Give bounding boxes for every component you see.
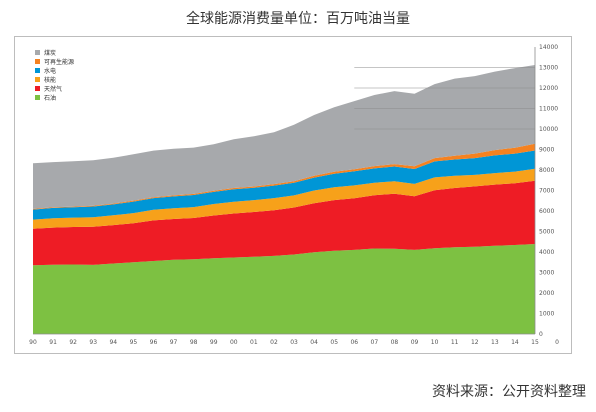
x-tick-label: 97	[170, 339, 178, 346]
stacked-area-chart: 0100020003000400050006000700080009000100…	[29, 44, 559, 346]
x-tick-label: 95	[130, 339, 138, 346]
series-area	[33, 65, 535, 209]
x-tick-label: 96	[150, 339, 158, 346]
x-tick-label: 13	[491, 339, 499, 346]
legend-swatch	[35, 68, 40, 73]
y-tick-label: 14000	[539, 44, 558, 51]
x-tick-label: 04	[310, 339, 318, 346]
legend-swatch	[35, 95, 40, 100]
x-tick-label: 92	[69, 339, 77, 346]
y-tick-label: 13000	[539, 65, 558, 72]
x-tick-label: 0	[555, 339, 559, 346]
x-tick-label: 91	[49, 339, 57, 346]
x-tick-label: 98	[190, 339, 198, 346]
y-tick-label: 4000	[539, 249, 554, 256]
legend-label: 核能	[44, 76, 56, 84]
x-tick-label: 09	[411, 339, 419, 346]
series-area	[33, 168, 535, 229]
source-note: 资料来源：公开资料整理	[432, 384, 586, 400]
x-tick-label: 90	[29, 339, 37, 346]
y-tick-label: 3000	[539, 270, 554, 277]
legend-label: 可再生能源	[44, 58, 74, 66]
x-tick-label: 03	[290, 339, 298, 346]
x-tick-label: 99	[210, 339, 218, 346]
x-tick-label: 02	[270, 339, 278, 346]
y-tick-label: 6000	[539, 208, 554, 215]
y-tick-label: 9000	[539, 147, 554, 154]
y-tick-label: 12000	[539, 85, 558, 92]
legend-label: 煤炭	[44, 49, 56, 57]
legend-swatch	[35, 59, 40, 64]
x-tick-label: 12	[471, 339, 479, 346]
x-tick-label: 01	[250, 339, 258, 346]
y-tick-label: 8000	[539, 167, 554, 174]
series-area	[33, 150, 535, 220]
series-area	[33, 244, 535, 334]
y-tick-label: 1000	[539, 311, 554, 318]
x-tick-label: 94	[109, 339, 117, 346]
x-tick-label: 08	[391, 339, 399, 346]
y-tick-label: 10000	[539, 126, 558, 133]
series-area	[33, 180, 535, 266]
legend-label: 水电	[44, 67, 56, 75]
x-tick-label: 93	[89, 339, 97, 346]
y-tick-label: 7000	[539, 188, 554, 195]
x-tick-label: 14	[511, 339, 519, 346]
x-tick-label: 05	[330, 339, 338, 346]
chart-frame: 0 1000 2000 3000 4000 5000 6000 7000 8000 9000 100…	[14, 36, 572, 354]
x-tick-label: 10	[431, 339, 439, 346]
x-tick-label: 07	[371, 339, 379, 346]
x-tick-label: 15	[531, 339, 539, 346]
y-tick-label: 5000	[539, 229, 554, 236]
y-tick-label: 2000	[539, 290, 554, 297]
x-tick-label: 06	[350, 339, 358, 346]
legend-swatch	[35, 77, 40, 82]
legend-swatch	[35, 50, 40, 55]
y-tick-label: 11000	[539, 106, 558, 113]
legend-swatch	[35, 86, 40, 91]
legend-label: 石油	[44, 94, 56, 102]
x-tick-label: 00	[230, 339, 238, 346]
x-tick-label: 11	[451, 339, 459, 346]
legend-label: 天然气	[44, 85, 62, 93]
y-tick-label: 0	[539, 331, 543, 338]
chart-title: 全球能源消费量单位：百万吨油当量	[186, 11, 410, 27]
